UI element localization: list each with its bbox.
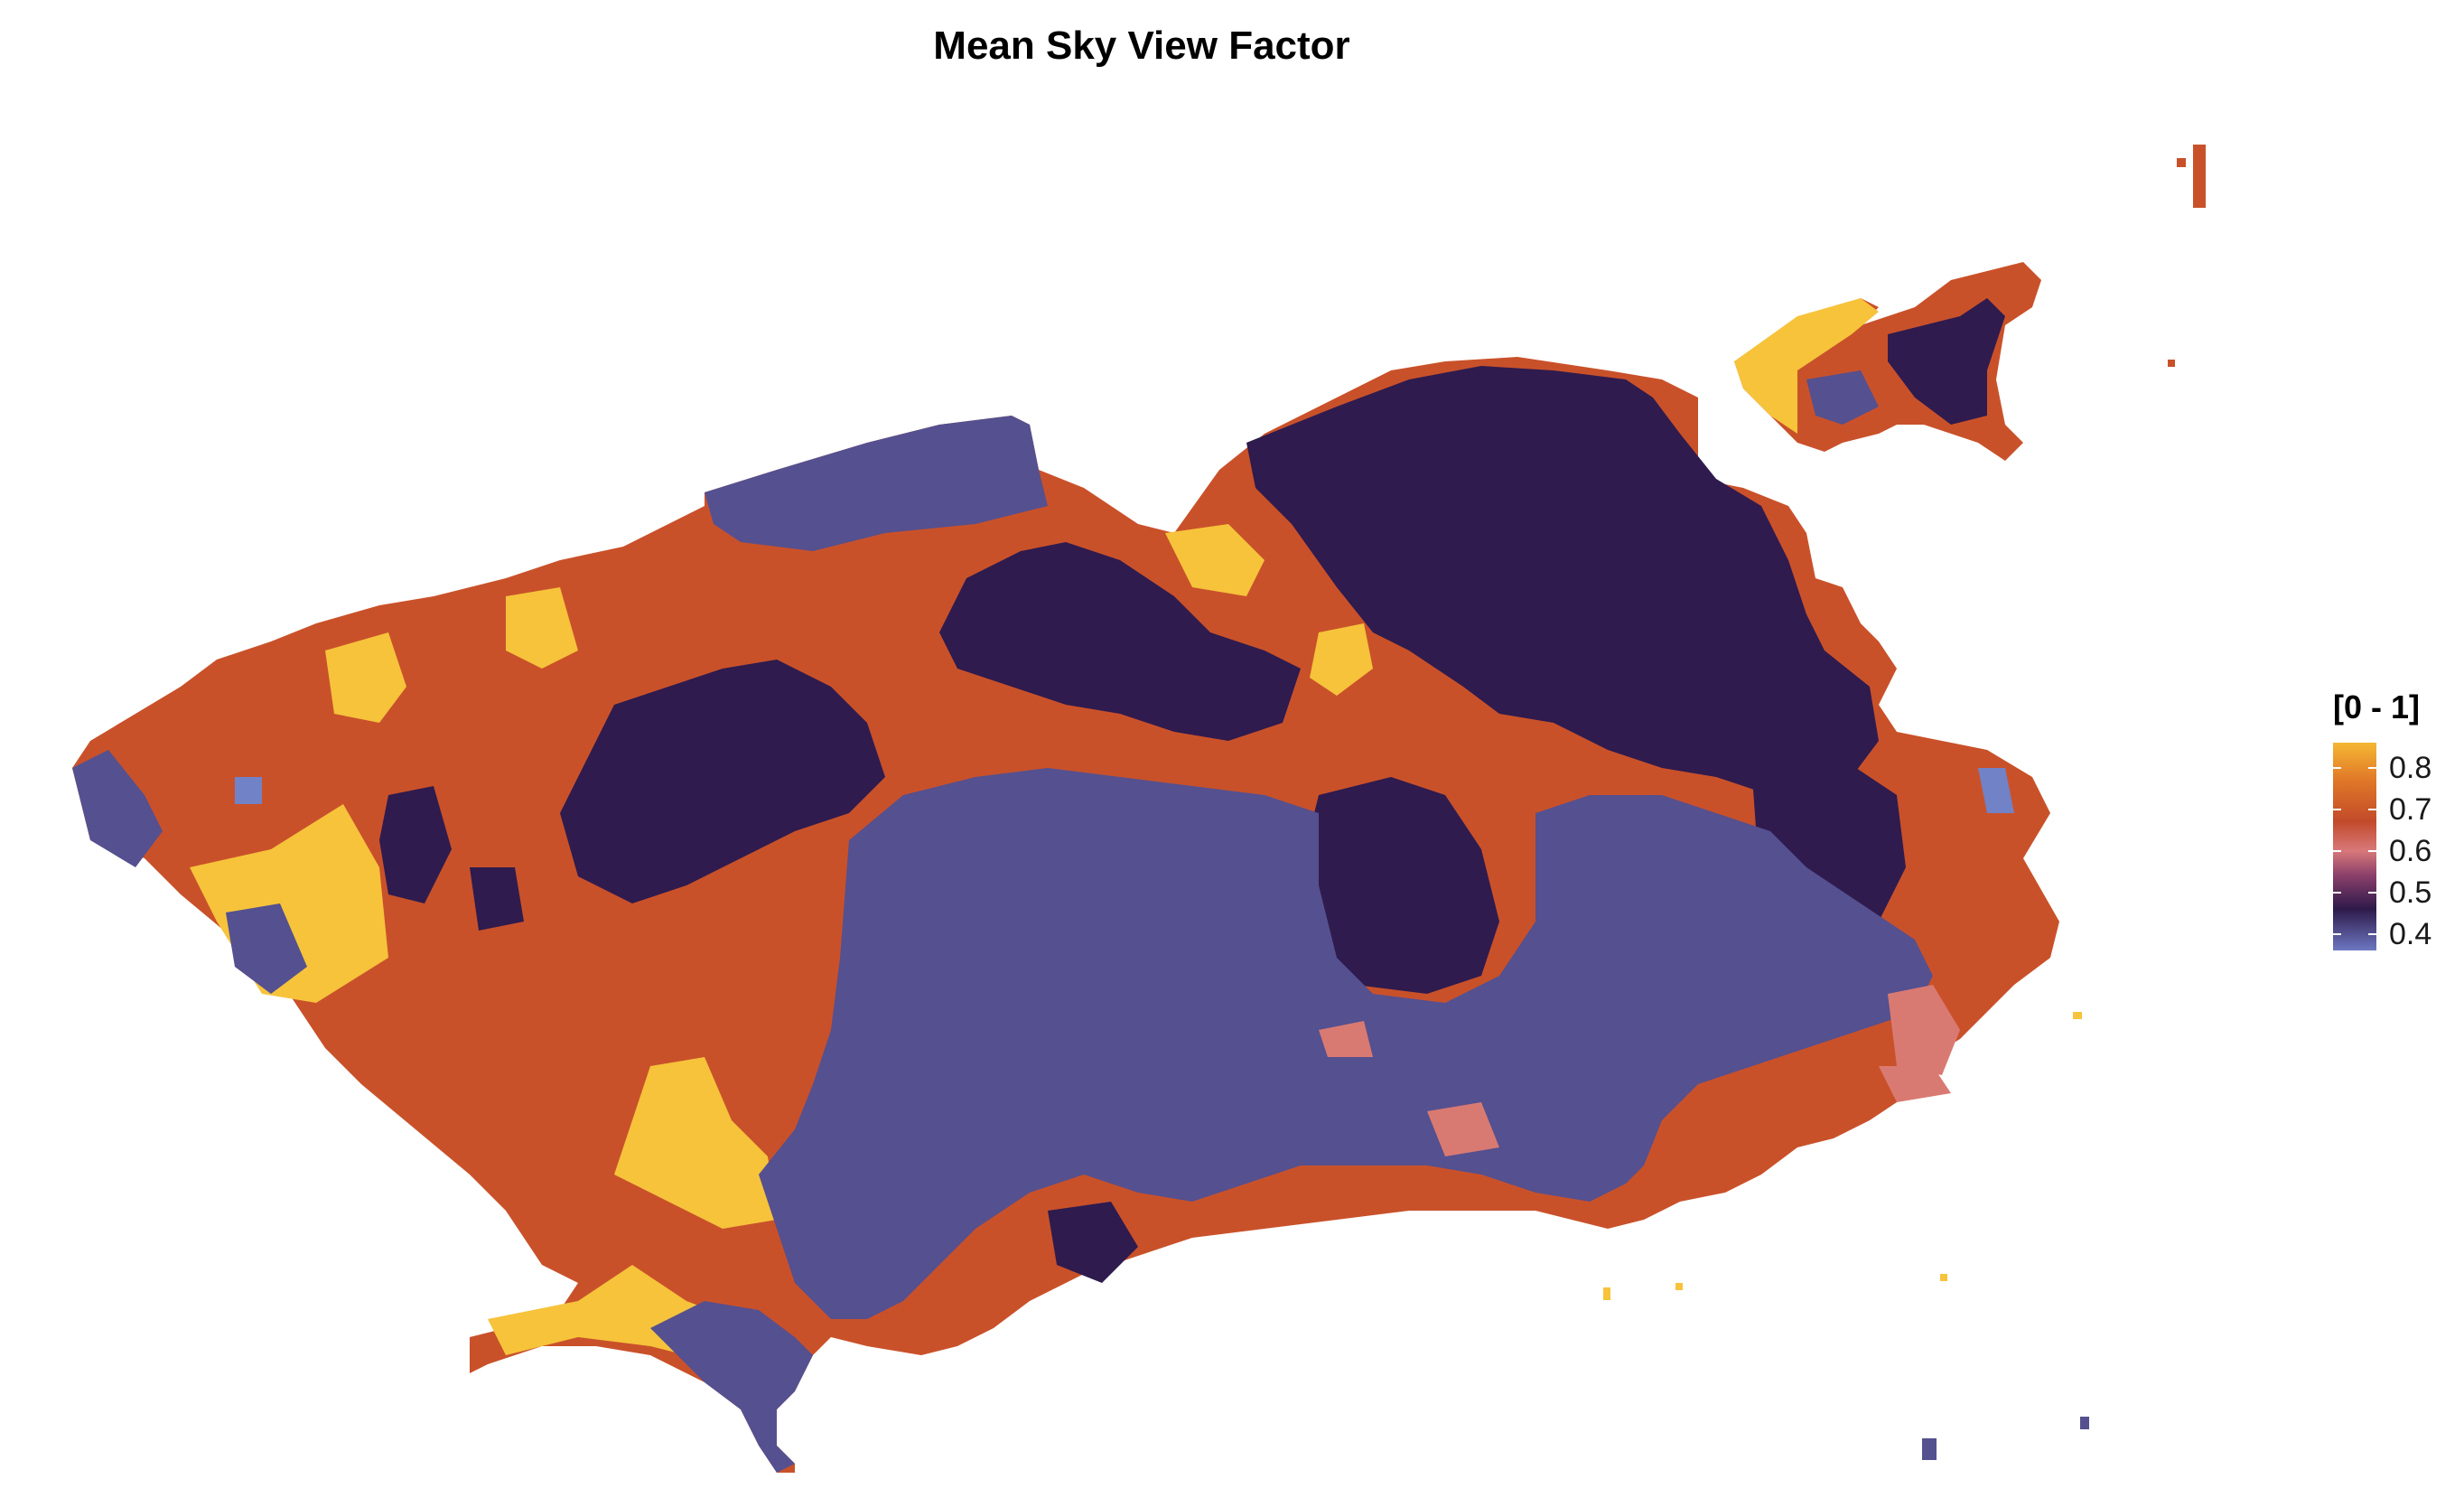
region-lightblue-e xyxy=(1978,768,2014,813)
region-slate-nw xyxy=(705,416,1048,551)
region-slate-west2 xyxy=(226,903,307,994)
region-dark-tijuca xyxy=(1246,366,1879,831)
region-salmon-central xyxy=(1319,1021,1373,1057)
legend-tick-label: 0.6 xyxy=(2389,833,2432,868)
region-dark-west-small2 xyxy=(470,867,524,931)
region-slate-west-edge xyxy=(72,750,163,867)
islet-ne xyxy=(2193,145,2206,208)
region-slate-sw-peninsula xyxy=(650,1301,813,1473)
islet-ne3 xyxy=(2168,360,2175,367)
legend-tick-label: 0.4 xyxy=(2389,916,2432,951)
islet-se4 xyxy=(1603,1287,1610,1300)
legend-title: [0 - 1] xyxy=(2333,688,2421,725)
legend-colorbar xyxy=(2333,743,2376,950)
legend-tick-label: 0.5 xyxy=(2389,875,2432,910)
map-title: Mean Sky View Factor xyxy=(933,23,1350,68)
legend-tick-label: 0.7 xyxy=(2389,791,2432,827)
region-dark-central xyxy=(939,542,1301,741)
region-dark-west-small xyxy=(379,786,452,903)
region-salmon-east xyxy=(1888,985,1960,1075)
islet-se1 xyxy=(1922,1438,1937,1460)
region-yellow-s xyxy=(614,1057,777,1229)
region-salmon-e2 xyxy=(1879,1066,1951,1102)
region-salmon-s xyxy=(1427,1102,1499,1156)
region-lightblue-w xyxy=(235,777,262,804)
region-dark-south xyxy=(1048,1202,1138,1283)
region-island-slate xyxy=(1806,370,1879,425)
islet-se5 xyxy=(1675,1283,1683,1290)
region-island-dark xyxy=(1888,298,2005,425)
region-yellow-nw xyxy=(325,632,406,723)
islet-se6 xyxy=(2073,1012,2082,1019)
islet-se2 xyxy=(2080,1417,2089,1429)
islet-ne2 xyxy=(2177,158,2186,167)
region-yellow-n xyxy=(1165,524,1265,596)
region-yellow-ne xyxy=(1310,623,1373,696)
region-dark-pedra-branca xyxy=(560,660,885,903)
region-dark-mid xyxy=(1301,777,1499,994)
islet-se3 xyxy=(1940,1274,1947,1281)
legend-tick-label: 0.8 xyxy=(2389,750,2432,785)
region-yellow-nw2 xyxy=(506,587,578,669)
region-island-yellow xyxy=(1734,298,1879,434)
